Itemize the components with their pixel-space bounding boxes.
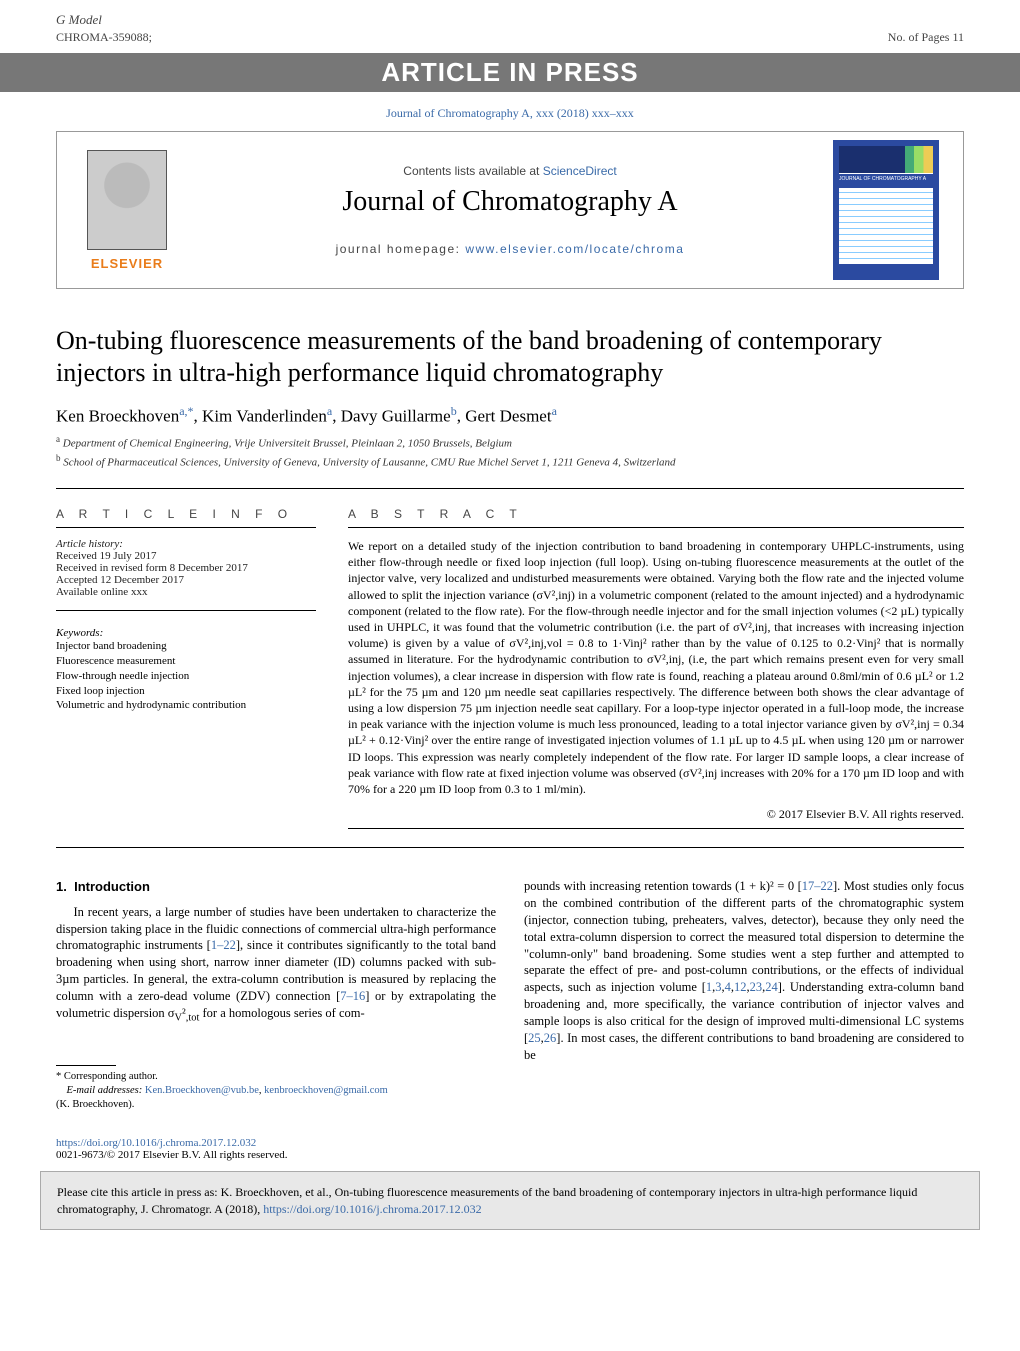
author-aff-marker: a (552, 404, 557, 418)
page-count: No. of Pages 11 (888, 30, 964, 45)
keywords-heading: Keywords: (56, 627, 316, 639)
correspondence-block: * Corresponding author. E-mail addresses… (56, 1065, 496, 1111)
citation-link[interactable]: 24 (765, 980, 778, 994)
doi-link[interactable]: https://doi.org/10.1016/j.chroma.2017.12… (263, 1202, 481, 1216)
journal-homepage-link[interactable]: www.elsevier.com/locate/chroma (465, 242, 684, 256)
author-name: Kim Vanderlinden (202, 407, 327, 426)
body-two-column: 1. Introduction In recent years, a large… (56, 878, 964, 1111)
rule (56, 488, 964, 489)
corresponding-author-name: (K. Broeckhoven). (56, 1098, 496, 1112)
g-model-label: G Model (56, 12, 964, 28)
citation-link[interactable]: 1–22 (211, 938, 236, 952)
abstract-label: A B S T R A C T (348, 507, 964, 521)
email-link[interactable]: Ken.Broeckhoven@vub.be (145, 1085, 259, 1096)
citation-link[interactable]: 4 (725, 980, 731, 994)
email-link[interactable]: kenbroeckhoven@gmail.com (264, 1085, 388, 1096)
journal-cover-thumbnail: JOURNAL OF CHROMATOGRAPHY A (833, 140, 939, 280)
article-info-label: A R T I C L E I N F O (56, 507, 316, 521)
citation-link[interactable]: 17–22 (802, 879, 833, 893)
author-name: Ken Broeckhoven (56, 407, 179, 426)
citation-link[interactable]: 25 (528, 1031, 541, 1045)
abstract-copyright: © 2017 Elsevier B.V. All rights reserved… (348, 807, 964, 822)
journal-homepage-line: journal homepage: www.elsevier.com/locat… (207, 242, 813, 256)
publisher-name: ELSEVIER (91, 256, 163, 271)
abstract-column: A B S T R A C T We report on a detailed … (348, 507, 964, 829)
journal-reference-line: Journal of Chromatography A, xxx (2018) … (0, 106, 1020, 121)
sciencedirect-link[interactable]: ScienceDirect (543, 164, 617, 178)
citation-link[interactable]: 12 (734, 980, 747, 994)
affiliation-text: Department of Chemical Engineering, Vrij… (63, 438, 512, 450)
article-title: On-tubing fluorescence measurements of t… (56, 325, 964, 388)
affiliations-block: a Department of Chemical Engineering, Vr… (56, 433, 964, 470)
keywords-list: Injector band broadening Fluorescence me… (56, 639, 316, 713)
contents-lists-line: Contents lists available at ScienceDirec… (207, 164, 813, 178)
affiliation-text: School of Pharmaceutical Sciences, Unive… (63, 456, 675, 468)
citation-link[interactable]: 7–16 (340, 989, 365, 1003)
keyword: Flow-through needle injection (56, 669, 316, 684)
citation-link[interactable]: 23 (750, 980, 763, 994)
journal-cover-cell: JOURNAL OF CHROMATOGRAPHY A (823, 132, 963, 288)
keyword: Injector band broadening (56, 639, 316, 654)
elsevier-tree-icon (87, 150, 167, 250)
journal-title: Journal of Chromatography A (207, 186, 813, 218)
author-name: Gert Desmet (465, 407, 551, 426)
article-history: Article history: Received 19 July 2017 R… (56, 538, 316, 598)
cite-this-article-box: Please cite this article in press as: K.… (40, 1171, 980, 1229)
body-paragraph: In recent years, a large number of studi… (56, 904, 496, 1026)
keyword: Fluorescence measurement (56, 654, 316, 669)
doi-link[interactable]: https://doi.org/10.1016/j.chroma.2017.12… (56, 1137, 256, 1149)
author-aff-marker: a (327, 404, 332, 418)
section-heading: 1. Introduction (56, 878, 496, 896)
issn-copyright: 0021-9673/© 2017 Elsevier B.V. All right… (56, 1149, 964, 1161)
citation-link[interactable]: 3 (715, 980, 721, 994)
article-info-column: A R T I C L E I N F O Article history: R… (56, 507, 316, 829)
running-head: G Model CHROMA-359088; No. of Pages 11 (0, 0, 1020, 53)
author-aff-marker: b (451, 404, 457, 418)
publisher-logo-cell: ELSEVIER (57, 142, 197, 279)
article-in-press-banner: ARTICLE IN PRESS (0, 53, 1020, 92)
doi-block: https://doi.org/10.1016/j.chroma.2017.12… (56, 1137, 964, 1161)
masthead: ELSEVIER Contents lists available at Sci… (56, 131, 964, 289)
citation-link[interactable]: 26 (544, 1031, 557, 1045)
body-paragraph: pounds with increasing retention towards… (524, 878, 964, 1064)
citation-link[interactable]: 1 (706, 980, 712, 994)
corresponding-author: * Corresponding author. (56, 1070, 496, 1084)
rule (56, 847, 964, 848)
author-name: Davy Guillarme (341, 407, 451, 426)
keyword: Volumetric and hydrodynamic contribution (56, 698, 316, 713)
abstract-text: We report on a detailed study of the inj… (348, 538, 964, 797)
author-list: Ken Broeckhovena,*, Kim Vanderlindena, D… (56, 404, 964, 427)
author-aff-marker: a,* (179, 404, 193, 418)
keyword: Fixed loop injection (56, 684, 316, 699)
model-code: CHROMA-359088; (56, 30, 152, 45)
masthead-center: Contents lists available at ScienceDirec… (197, 156, 823, 264)
